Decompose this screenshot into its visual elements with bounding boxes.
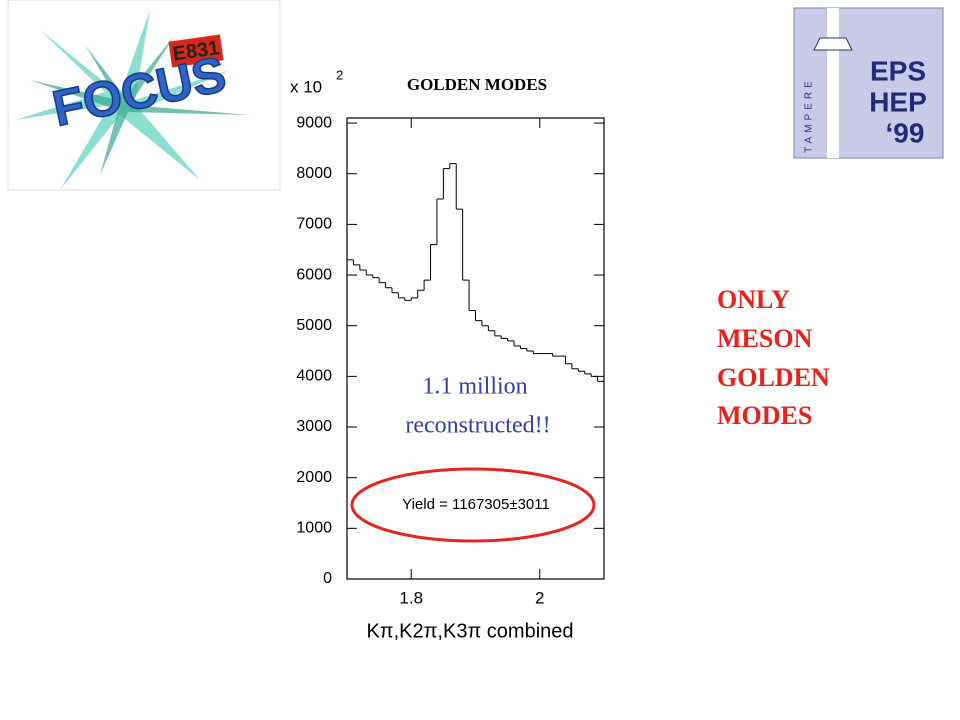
histogram-step xyxy=(597,376,604,382)
logo-badge xyxy=(168,34,224,68)
y-tick-label: 2000 xyxy=(296,469,332,486)
axis-multiplier: x 10 xyxy=(290,77,322,96)
side-text-line: MESON xyxy=(717,324,813,353)
side-text-line: ONLY xyxy=(717,285,790,314)
logo-city: TAMPERE xyxy=(804,77,815,153)
histogram-step xyxy=(436,198,444,245)
histogram-step xyxy=(404,297,412,301)
logo-tower-top xyxy=(813,37,853,51)
logo-frame xyxy=(793,7,944,159)
histogram-step xyxy=(442,168,450,200)
histogram-step xyxy=(519,345,527,349)
chart-title: GOLDEN MODES xyxy=(407,75,547,94)
histogram-step xyxy=(507,338,515,342)
logo-tower xyxy=(827,8,839,158)
histogram-step xyxy=(564,356,572,365)
fit-result: Yield = 1167305±3011 xyxy=(402,496,550,513)
histogram-step xyxy=(487,325,495,332)
focus-logo: E831 FOCUS xyxy=(7,0,281,191)
histogram-step xyxy=(385,282,392,289)
histogram-step xyxy=(455,163,463,210)
histogram-step xyxy=(449,163,457,169)
plot-frame xyxy=(346,117,605,580)
histogram-step xyxy=(378,277,386,284)
histogram-step xyxy=(462,209,470,281)
histogram-step xyxy=(423,279,431,291)
histogram-step xyxy=(584,371,592,375)
y-tick-label: 7000 xyxy=(296,216,332,233)
y-tick-label: 3000 xyxy=(296,418,332,435)
histogram-step xyxy=(500,335,508,339)
histogram-step xyxy=(430,244,437,281)
histogram-step xyxy=(552,353,560,357)
annotation: reconstructed!! xyxy=(405,413,550,439)
histogram-step xyxy=(475,310,482,322)
y-tick-label: 1000 xyxy=(296,520,332,537)
histogram-step xyxy=(352,259,360,266)
histogram-step xyxy=(417,289,425,298)
logo-line: EPS xyxy=(870,55,926,86)
histogram-step xyxy=(590,373,598,377)
histogram-step xyxy=(365,269,373,276)
y-tick-label: 8000 xyxy=(296,165,332,182)
logo-line: HEP xyxy=(869,86,927,117)
x-axis-label: Kπ,K2π,K3π combined xyxy=(366,620,573,642)
histogram-step xyxy=(526,348,534,352)
side-text: ONLY MESON GOLDEN MODES xyxy=(717,285,830,430)
x-tick-label: 1.8 xyxy=(399,588,423,607)
histogram-step xyxy=(391,287,399,294)
histogram-step xyxy=(359,264,367,271)
histogram-step xyxy=(481,320,489,327)
histogram-step xyxy=(410,297,418,301)
histogram-step xyxy=(468,280,476,312)
histogram-step xyxy=(577,368,585,372)
histogram-step xyxy=(532,351,540,355)
y-tick-label: 4000 xyxy=(296,368,332,385)
histogram-step xyxy=(571,363,579,370)
y-tick-label: 9000 xyxy=(296,114,332,131)
y-tick-label: 5000 xyxy=(296,317,332,334)
side-text-line: GOLDEN xyxy=(717,363,830,392)
side-text-line: MODES xyxy=(717,401,812,430)
highlight-ellipse xyxy=(350,467,596,543)
histogram-step xyxy=(494,330,502,337)
eps-logo: TAMPERE EPS HEP ‘99 xyxy=(793,7,944,159)
annotation: 1.1 million xyxy=(422,374,527,400)
y-tick-label: 6000 xyxy=(296,266,332,283)
logo-line: ‘99 xyxy=(886,117,925,148)
histogram-step xyxy=(372,275,380,279)
y-tick-label: 0 xyxy=(323,570,332,587)
x-tick-label: 2 xyxy=(535,588,544,607)
axis-multiplier-exponent: 2 xyxy=(336,67,343,82)
histogram-step xyxy=(397,292,405,299)
histogram-step xyxy=(513,340,521,347)
